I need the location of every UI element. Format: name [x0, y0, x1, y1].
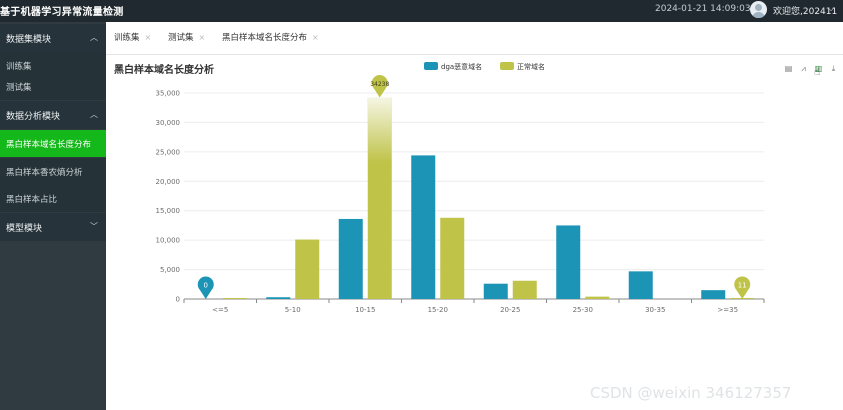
bar-dga-6 [628, 271, 653, 299]
sidebar-group-label: 数据集模块 [6, 35, 52, 45]
bar-switch-icon[interactable]: ▥ [814, 64, 823, 73]
tab-label: 训练集 [114, 33, 140, 43]
chart-panel: 0 5,000 10,000 15,000 20,000 25,000 30,000 35,0… [106, 55, 843, 410]
sidebar: 数据集模块 ︿ 训练集 测试集 数据分析模块 ︿ 黑白样本域名长度分布 黑白样本… [0, 22, 106, 410]
bar-normal-4 [512, 280, 537, 299]
tab-label: 黑白样本域名长度分布 [222, 33, 308, 43]
marker-pin [734, 276, 751, 299]
sidebar-group-dataset[interactable]: 数据集模块 ︿ [0, 24, 106, 52]
sidebar-item-label: 测试集 [6, 83, 32, 93]
watermark: CSDN @weixin 346127357 [590, 384, 792, 402]
marker-pin [371, 74, 388, 98]
sidebar-item-label: 黑白样本香农熵分析 [6, 168, 83, 178]
chevron-up-icon: ︿ [90, 110, 98, 119]
bar-normal-0 [222, 298, 247, 299]
x-tick-label: <=5 [212, 306, 228, 314]
save-image-icon[interactable]: ⤓ [831, 64, 836, 73]
y-tick-label: 10,000 [156, 237, 181, 245]
sidebar-group-analysis[interactable]: 数据分析模块 ︿ [0, 101, 106, 129]
y-tick-label: 30,000 [156, 119, 181, 127]
mouse-cursor-icon: ☝ [814, 67, 821, 78]
chevron-down-icon: ﹀ [90, 222, 98, 231]
x-tick-label: 25-30 [573, 306, 593, 314]
bar-dga-2 [338, 218, 363, 299]
sidebar-item-entropy-analysis[interactable]: 黑白样本香农熵分析 [0, 158, 106, 185]
y-tick-label: 15,000 [156, 207, 181, 215]
bar-dga-1 [266, 297, 291, 299]
user-avatar-icon[interactable] [750, 1, 767, 18]
sidebar-item-label: 训练集 [6, 62, 32, 72]
top-header: 基于机器学习异常流量检测 2024-01-21 14:09:03 欢迎您,202… [0, 0, 843, 22]
sidebar-item-sample-ratio[interactable]: 黑白样本占比 [0, 185, 106, 212]
x-tick-label: 20-25 [500, 306, 520, 314]
sidebar-item-label: 黑白样本域名长度分布 [6, 140, 92, 150]
y-tick-label: 5,000 [160, 266, 180, 274]
legend-item-dga[interactable]: dga恶意域名 [424, 62, 482, 72]
sidebar-group-label: 数据分析模块 [6, 112, 61, 122]
current-datetime: 2024-01-21 14:09:03 [655, 4, 751, 14]
x-tick-label: 10-15 [355, 306, 375, 314]
marker-label: 11 [738, 281, 747, 289]
legend-swatch [424, 62, 438, 70]
legend-swatch [500, 62, 514, 70]
data-view-icon[interactable]: ▤ [784, 64, 793, 73]
bar-dga-5 [556, 225, 581, 299]
bar-normal-5 [585, 296, 610, 299]
tab-train-set[interactable]: 训练集 × [114, 31, 151, 43]
bar-highlight-glow [367, 97, 392, 163]
tab-label: 测试集 [168, 33, 194, 43]
close-icon[interactable]: × [198, 33, 206, 42]
legend-item-normal[interactable]: 正常域名 [500, 62, 545, 72]
bar-dga-7 [701, 290, 726, 299]
x-tick-label: 15-20 [428, 306, 448, 314]
tab-test-set[interactable]: 测试集 × [168, 31, 205, 43]
bar-normal-3 [440, 217, 465, 299]
y-tick-label: 20,000 [156, 178, 181, 186]
x-tick-label: 30-35 [645, 306, 665, 314]
line-switch-icon[interactable]: ⩘ [801, 64, 806, 73]
chevron-down-icon[interactable]: ⌵ [828, 4, 835, 13]
sidebar-group-model[interactable]: 模型模块 ﹀ [0, 213, 106, 241]
marker-label: 0 [204, 282, 208, 290]
marker-pin [197, 276, 214, 299]
y-tick-label: 35,000 [156, 90, 181, 98]
bar-chart: 0 5,000 10,000 15,000 20,000 25,000 30,000 35,0… [156, 74, 765, 314]
welcome-user[interactable]: 欢迎您,202411 [773, 7, 838, 17]
tab-length-distribution[interactable]: 黑白样本域名长度分布 × [222, 31, 319, 43]
close-icon[interactable]: × [144, 33, 152, 42]
bar-dga-3 [411, 155, 436, 299]
x-tick-label: 5-10 [285, 306, 301, 314]
bar-dga-4 [483, 283, 508, 299]
chevron-up-icon: ︿ [90, 33, 98, 42]
app-title: 基于机器学习异常流量检测 [0, 7, 124, 18]
marker-label: 34238 [370, 81, 389, 88]
y-tick-label: 25,000 [156, 148, 181, 156]
sidebar-group-label: 模型模块 [6, 224, 43, 234]
sidebar-item-label: 黑白样本占比 [6, 195, 58, 205]
legend-label: 正常域名 [517, 63, 545, 71]
legend-label: dga恶意域名 [441, 63, 483, 71]
y-tick-label: 0 [176, 296, 180, 304]
sidebar-item-test-set[interactable]: 测试集 [0, 73, 106, 100]
x-tick-label: >=35 [717, 306, 738, 314]
bar-normal-1 [295, 239, 320, 299]
sidebar-item-length-distribution[interactable]: 黑白样本域名长度分布 [0, 130, 106, 157]
chart-title: 黑白样本域名长度分析 [114, 65, 214, 76]
tab-bar: 训练集 × 测试集 × 黑白样本域名长度分布 × [106, 22, 843, 55]
close-icon[interactable]: × [312, 33, 319, 42]
